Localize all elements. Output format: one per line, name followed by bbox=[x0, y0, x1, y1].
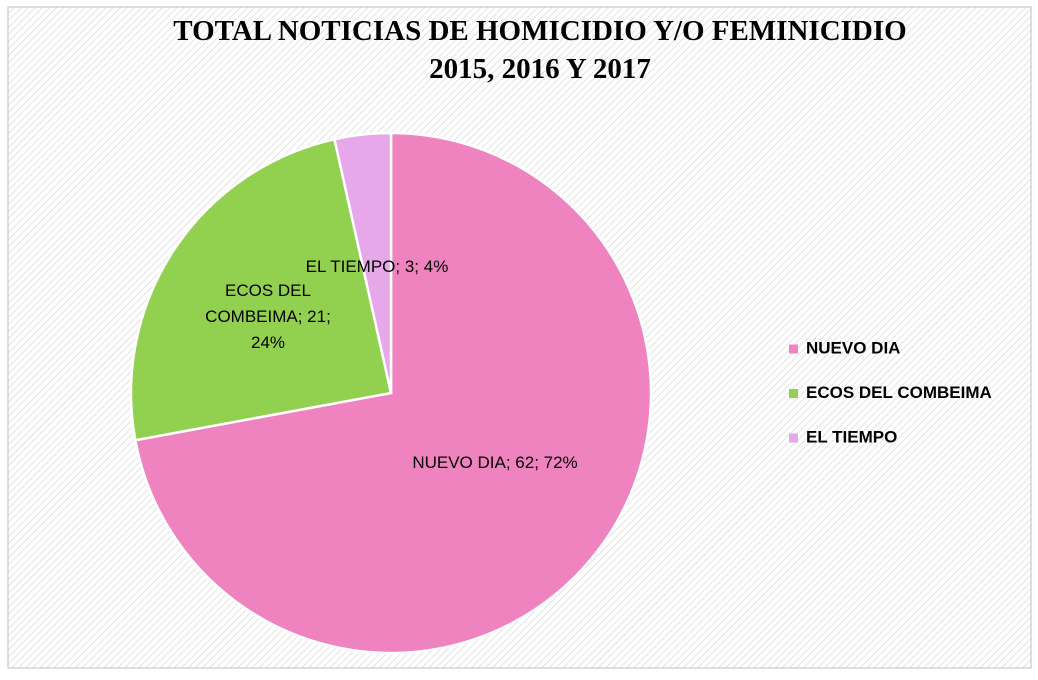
pie-slice bbox=[133, 131, 653, 655]
data-label-box: EL TIEMPO; 3; 4% bbox=[305, 257, 449, 276]
legend-label: NUEVO DIA bbox=[806, 338, 900, 357]
data-label-box: NUEVO DIA; 62; 72% bbox=[412, 453, 578, 472]
legend-swatch bbox=[789, 433, 798, 443]
pie-slice bbox=[129, 137, 393, 442]
legend-label: ECOS DEL COMBEIMA bbox=[806, 383, 992, 402]
data-label-box: ECOS DEL COMBEIMA; 21; 24% bbox=[205, 281, 331, 352]
legend-swatch bbox=[789, 389, 798, 398]
pie-slice bbox=[332, 131, 393, 394]
legend-swatch bbox=[789, 344, 798, 354]
data-label: ECOS DEL COMBEIMA; 21; 24% bbox=[205, 281, 331, 352]
data-label: NUEVO DIA; 62; 72% bbox=[412, 453, 578, 472]
chart-title: TOTAL NOTICIAS DE HOMICIDIO Y/O FEMINICI… bbox=[173, 15, 906, 47]
chart-subtitle: 2015, 2016 Y 2017 bbox=[429, 53, 651, 85]
data-label: EL TIEMPO; 3; 4% bbox=[305, 257, 449, 276]
legend-label: EL TIEMPO bbox=[806, 427, 897, 446]
